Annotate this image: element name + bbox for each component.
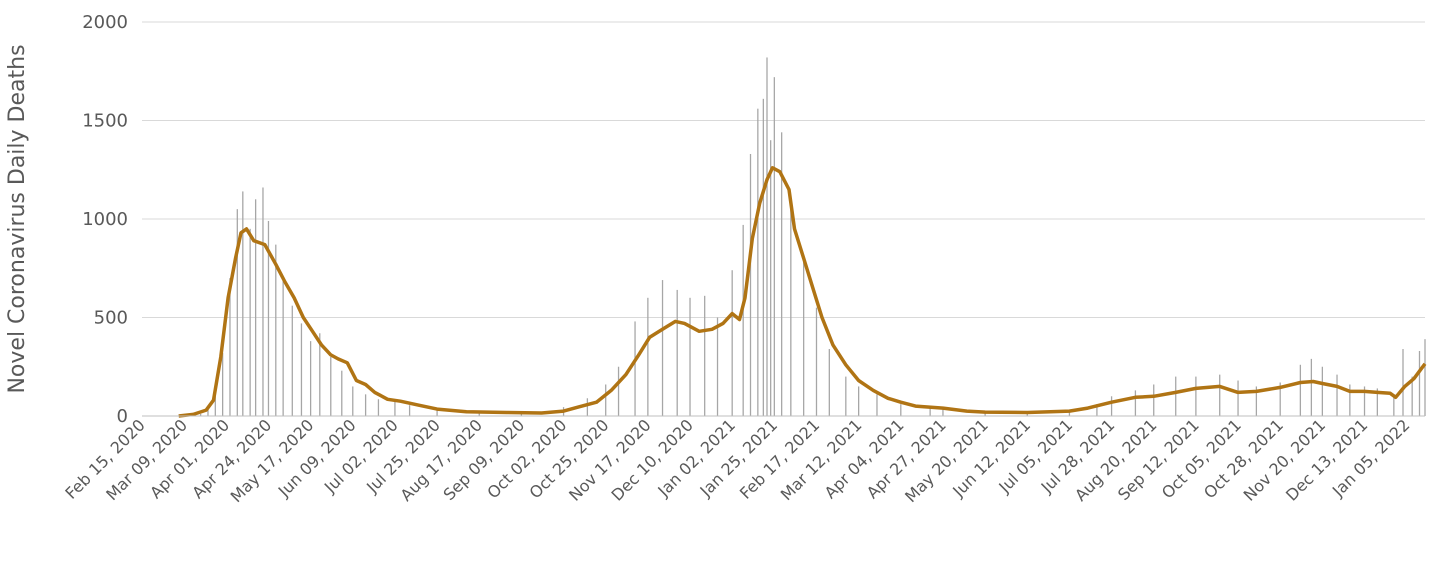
y-tick-label: 1000 [82, 209, 128, 230]
daily-bar [282, 278, 284, 416]
daily-bar [275, 244, 277, 416]
daily-bar [716, 317, 719, 416]
daily-bar [1068, 411, 1071, 416]
daily-bar [634, 321, 636, 416]
daily-bar [262, 187, 264, 416]
daily-bar [267, 220, 270, 416]
daily-bar [1349, 384, 1351, 416]
daily-bar [605, 384, 607, 416]
daily-bar [858, 386, 860, 416]
daily-bar [845, 376, 847, 416]
daily-bar [815, 307, 818, 416]
daily-bar [394, 401, 396, 416]
daily-bar [1411, 376, 1413, 416]
daily-bar [828, 349, 830, 416]
daily-bar [436, 410, 438, 416]
daily-bar [1279, 382, 1281, 416]
y-tick-label: 0 [117, 406, 128, 427]
daily-bar [689, 297, 691, 416]
daily-bar [1336, 374, 1338, 416]
daily-bar [1310, 358, 1313, 416]
trend-line [178, 166, 1427, 418]
daily-bar [214, 390, 216, 416]
daily-bar [766, 57, 768, 417]
daily-bar [1237, 380, 1239, 416]
daily-bar [790, 209, 792, 416]
daily-bar [249, 228, 251, 416]
daily-bar [364, 394, 367, 416]
daily-bar [1175, 376, 1177, 416]
daily-bar [762, 98, 764, 416]
daily-bar [704, 295, 706, 416]
y-tick-labels: 0 500 1000 1500 2000 [82, 12, 128, 427]
daily-bar [742, 224, 744, 416]
daily-bar [586, 398, 589, 416]
daily-bar [1195, 376, 1197, 416]
daily-bar [207, 408, 209, 416]
daily-bar [200, 414, 202, 416]
daily-bar [291, 305, 293, 416]
daily-bar [1299, 364, 1302, 416]
daily-bar [757, 108, 759, 417]
daily-bar [1153, 384, 1155, 416]
daily-bar [1096, 404, 1098, 416]
daily-bar [1255, 386, 1258, 416]
y-tick-label: 500 [94, 308, 128, 329]
daily-bar [900, 404, 902, 416]
daily-bar [876, 394, 878, 416]
gridlines [142, 21, 1425, 318]
daily-bar [773, 77, 775, 416]
daily-bar [770, 140, 772, 416]
daily-bar [731, 270, 733, 416]
daily-bar [478, 411, 480, 416]
daily-bar [330, 356, 332, 416]
daily-bar [1376, 388, 1378, 416]
daily-bar [1393, 394, 1395, 416]
daily-bar [676, 289, 678, 416]
daily-bar [803, 260, 805, 416]
daily-bar [1219, 374, 1221, 416]
daily-bar [1110, 396, 1113, 416]
daily-bar [377, 399, 380, 416]
y-tick-label: 1500 [82, 111, 128, 132]
daily-bar [352, 386, 354, 416]
daily-bar [242, 191, 244, 416]
trend-line-group [178, 166, 1427, 418]
daily-bar [1418, 350, 1421, 416]
daily-bar [661, 280, 664, 416]
daily-bar [1402, 349, 1404, 416]
daily-bar [254, 199, 257, 416]
daily-bar [1321, 366, 1324, 416]
daily-bar [1134, 390, 1137, 416]
daily-bar [749, 153, 752, 417]
daily-bar [1363, 386, 1366, 416]
daily-bar [1424, 339, 1426, 416]
daily-bars [189, 57, 1426, 417]
daily-bar [617, 366, 620, 416]
daily-bar [781, 132, 783, 416]
y-tick-label: 2000 [82, 12, 128, 33]
daily-bar [319, 333, 321, 416]
daily-bar [229, 278, 231, 416]
daily-bar [942, 408, 944, 416]
daily-bar [300, 323, 303, 416]
daily-bar [408, 405, 411, 416]
daily-bar [222, 352, 224, 416]
daily-bar [341, 370, 343, 416]
daily-bar [236, 209, 238, 416]
daily-bar [647, 297, 649, 416]
daily-bar [309, 341, 312, 416]
daily-bar [929, 406, 931, 416]
y-axis-label: Novel Coronavirus Daily Deaths [5, 44, 30, 393]
